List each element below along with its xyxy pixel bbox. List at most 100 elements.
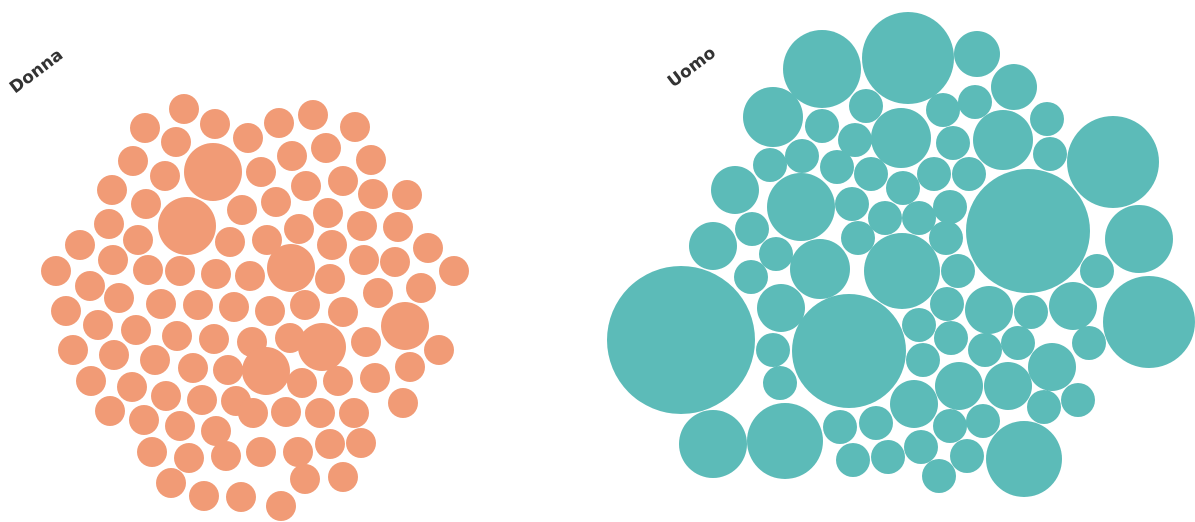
donna-bubble[interactable] — [104, 283, 134, 313]
donna-bubble[interactable] — [165, 256, 195, 286]
uomo-bubble[interactable] — [854, 157, 888, 191]
uomo-bubble[interactable] — [790, 239, 850, 299]
uomo-bubble[interactable] — [933, 190, 967, 224]
uomo-bubble[interactable] — [763, 366, 797, 400]
donna-bubble[interactable] — [246, 437, 276, 467]
uomo-bubble[interactable] — [929, 221, 963, 255]
uomo-bubble[interactable] — [849, 89, 883, 123]
donna-bubble[interactable] — [388, 388, 418, 418]
donna-bubble[interactable] — [121, 315, 151, 345]
donna-bubble[interactable] — [65, 230, 95, 260]
donna-bubble[interactable] — [140, 345, 170, 375]
uomo-bubble[interactable] — [922, 459, 956, 493]
uomo-bubble[interactable] — [890, 380, 938, 428]
donna-bubble[interactable] — [199, 324, 229, 354]
uomo-bubble[interactable] — [689, 222, 737, 270]
uomo-bubble[interactable] — [941, 254, 975, 288]
donna-bubble[interactable] — [215, 227, 245, 257]
uomo-bubble[interactable] — [1072, 326, 1106, 360]
uomo-bubble[interactable] — [1061, 383, 1095, 417]
uomo-bubble[interactable] — [950, 439, 984, 473]
uomo-bubble[interactable] — [1103, 276, 1195, 368]
uomo-bubble[interactable] — [607, 266, 755, 414]
uomo-bubble[interactable] — [966, 404, 1000, 438]
uomo-bubble[interactable] — [783, 30, 861, 108]
donna-bubble[interactable] — [235, 261, 265, 291]
uomo-bubble[interactable] — [1027, 390, 1061, 424]
donna-bubble[interactable] — [363, 278, 393, 308]
donna-bubble[interactable] — [424, 335, 454, 365]
uomo-bubble[interactable] — [734, 260, 768, 294]
uomo-bubble[interactable] — [1080, 254, 1114, 288]
donna-bubble[interactable] — [211, 441, 241, 471]
donna-bubble[interactable] — [291, 171, 321, 201]
donna-bubble[interactable] — [158, 197, 216, 255]
donna-bubble[interactable] — [137, 437, 167, 467]
donna-bubble[interactable] — [287, 368, 317, 398]
uomo-bubble[interactable] — [936, 126, 970, 160]
uomo-bubble[interactable] — [904, 430, 938, 464]
donna-bubble[interactable] — [226, 482, 256, 512]
uomo-bubble[interactable] — [862, 12, 954, 104]
donna-bubble[interactable] — [413, 233, 443, 263]
donna-bubble[interactable] — [189, 481, 219, 511]
uomo-bubble[interactable] — [792, 294, 906, 408]
uomo-bubble[interactable] — [973, 110, 1033, 170]
donna-bubble[interactable] — [271, 397, 301, 427]
donna-bubble[interactable] — [356, 145, 386, 175]
donna-bubble[interactable] — [118, 146, 148, 176]
donna-bubble[interactable] — [146, 289, 176, 319]
uomo-bubble[interactable] — [1105, 205, 1173, 273]
donna-bubble[interactable] — [94, 209, 124, 239]
donna-bubble[interactable] — [298, 100, 328, 130]
donna-bubble[interactable] — [406, 273, 436, 303]
donna-bubble[interactable] — [381, 302, 429, 350]
uomo-bubble[interactable] — [859, 406, 893, 440]
donna-bubble[interactable] — [99, 340, 129, 370]
donna-bubble[interactable] — [395, 352, 425, 382]
uomo-bubble[interactable] — [934, 321, 968, 355]
uomo-bubble[interactable] — [823, 410, 857, 444]
uomo-bubble[interactable] — [743, 87, 803, 147]
donna-bubble[interactable] — [156, 468, 186, 498]
uomo-bubble[interactable] — [902, 201, 936, 235]
uomo-bubble[interactable] — [868, 201, 902, 235]
uomo-bubble[interactable] — [1014, 295, 1048, 329]
uomo-bubble[interactable] — [864, 233, 940, 309]
uomo-bubble[interactable] — [906, 343, 940, 377]
uomo-bubble[interactable] — [1030, 102, 1064, 136]
uomo-bubble[interactable] — [933, 409, 967, 443]
uomo-bubble[interactable] — [871, 440, 905, 474]
donna-bubble[interactable] — [439, 256, 469, 286]
donna-bubble[interactable] — [201, 416, 231, 446]
uomo-bubble[interactable] — [984, 362, 1032, 410]
donna-bubble[interactable] — [283, 437, 313, 467]
uomo-bubble[interactable] — [1001, 326, 1035, 360]
uomo-bubble[interactable] — [711, 166, 759, 214]
uomo-bubble[interactable] — [820, 150, 854, 184]
donna-bubble[interactable] — [284, 214, 314, 244]
uomo-bubble[interactable] — [756, 333, 790, 367]
donna-bubble[interactable] — [380, 247, 410, 277]
uomo-bubble[interactable] — [835, 187, 869, 221]
uomo-bubble[interactable] — [965, 286, 1013, 334]
donna-bubble[interactable] — [76, 366, 106, 396]
donna-bubble[interactable] — [165, 411, 195, 441]
donna-bubble[interactable] — [392, 180, 422, 210]
donna-bubble[interactable] — [277, 141, 307, 171]
donna-bubble[interactable] — [219, 292, 249, 322]
donna-bubble[interactable] — [328, 166, 358, 196]
uomo-bubble[interactable] — [1067, 116, 1159, 208]
uomo-bubble[interactable] — [1028, 343, 1076, 391]
donna-bubble[interactable] — [178, 353, 208, 383]
donna-bubble[interactable] — [340, 112, 370, 142]
uomo-bubble[interactable] — [841, 221, 875, 255]
donna-bubble[interactable] — [131, 189, 161, 219]
donna-bubble[interactable] — [233, 123, 263, 153]
uomo-bubble[interactable] — [836, 443, 870, 477]
uomo-bubble[interactable] — [735, 212, 769, 246]
donna-bubble[interactable] — [97, 175, 127, 205]
uomo-bubble[interactable] — [968, 333, 1002, 367]
donna-bubble[interactable] — [151, 381, 181, 411]
donna-bubble[interactable] — [150, 161, 180, 191]
